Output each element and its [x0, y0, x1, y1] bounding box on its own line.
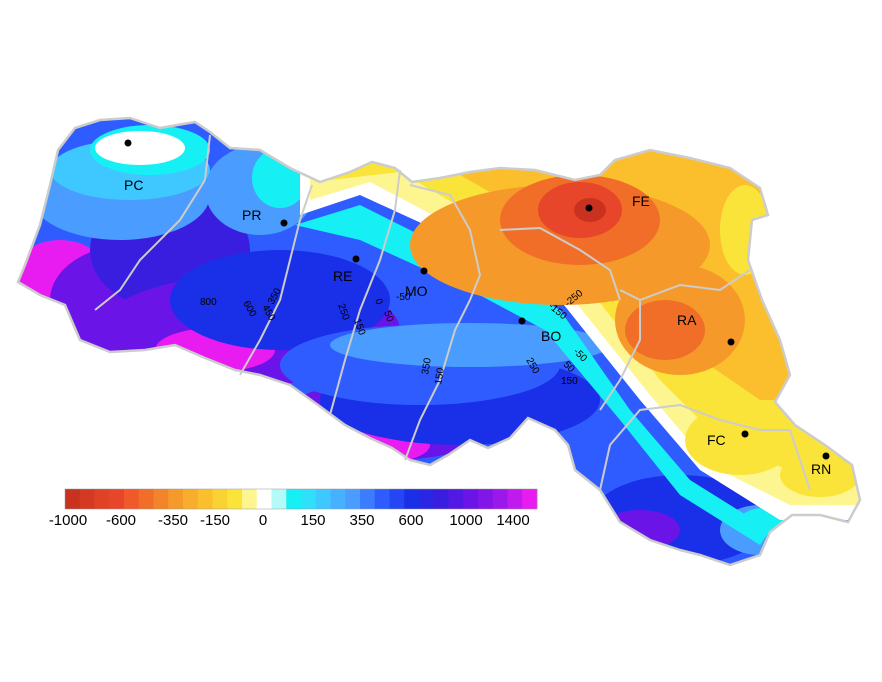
legend-swatch — [183, 489, 199, 509]
legend-tick-label: 1400 — [496, 512, 529, 529]
legend-swatch — [65, 489, 81, 509]
legend-swatch — [227, 489, 243, 509]
legend-swatch — [315, 489, 331, 509]
city-label-fe: FE — [632, 193, 650, 209]
city-marker-rn — [822, 452, 830, 460]
legend-tick-label: 600 — [398, 512, 423, 529]
contour-label: 150 — [561, 376, 578, 387]
legend-tick-label: 0 — [259, 512, 267, 529]
legend-tick-label: -350 — [158, 512, 188, 529]
city-marker-pc — [124, 139, 132, 147]
legend-frame — [64, 488, 538, 510]
city-label-pc: PC — [124, 177, 143, 193]
legend-swatch — [463, 489, 479, 509]
legend-swatch — [212, 489, 228, 509]
city-marker-pr — [280, 219, 288, 227]
legend-swatch — [419, 489, 435, 509]
legend-swatch — [256, 489, 272, 509]
city-marker-ra — [727, 338, 735, 346]
contour-label: -50 — [396, 292, 411, 303]
city-marker-bo — [518, 317, 526, 325]
contour-label: 0 — [372, 297, 384, 306]
legend-swatch — [404, 489, 420, 509]
legend-swatch — [79, 489, 95, 509]
color-legend: -1000 -600 -350 -150 0 150 350 600 1000 1400 — [49, 488, 538, 529]
cities: PC PR RE MO BO FE RA FC RN — [124, 139, 831, 477]
legend-swatch — [433, 489, 449, 509]
city-label-rn: RN — [811, 461, 831, 477]
legend-tick-label: 150 — [300, 512, 325, 529]
legend-swatch — [124, 489, 140, 509]
contour-label: 350 — [420, 357, 434, 376]
city-label-mo: MO — [405, 283, 428, 299]
legend-tick-label: 1000 — [449, 512, 482, 529]
legend-tick-label: -150 — [200, 512, 230, 529]
legend-swatch — [242, 489, 258, 509]
legend-swatch — [389, 489, 405, 509]
contour-label: 50 — [381, 309, 395, 324]
legend-swatch — [374, 489, 390, 509]
legend-swatch — [271, 489, 287, 509]
city-label-ra: RA — [677, 312, 697, 328]
legend-swatch — [492, 489, 508, 509]
legend-swatch — [168, 489, 184, 509]
legend-swatch — [478, 489, 494, 509]
legend-tick-label: -1000 — [49, 512, 87, 529]
legend-swatch — [522, 489, 538, 509]
legend-swatch — [197, 489, 213, 509]
legend-swatch — [330, 489, 346, 509]
legend-tick-label: -600 — [106, 512, 136, 529]
legend-swatch — [345, 489, 361, 509]
legend-swatch — [138, 489, 154, 509]
contour-label: 150 — [433, 367, 447, 386]
legend-swatch — [360, 489, 376, 509]
city-marker-fe — [585, 204, 593, 212]
city-marker-fc — [741, 430, 749, 438]
legend-swatch — [94, 489, 110, 509]
legend-swatch — [109, 489, 125, 509]
legend-swatch — [448, 489, 464, 509]
legend-swatch — [507, 489, 523, 509]
legend-swatch — [153, 489, 169, 509]
province-borders — [94, 134, 811, 491]
contour-label: 800 — [200, 297, 217, 308]
legend-tick-label: 350 — [349, 512, 374, 529]
city-label-pr: PR — [242, 207, 261, 223]
legend-swatch — [301, 489, 317, 509]
city-label-bo: BO — [541, 328, 561, 344]
city-marker-mo — [420, 267, 428, 275]
city-label-fc: FC — [707, 432, 726, 448]
legend-swatch — [286, 489, 302, 509]
city-label-re: RE — [333, 268, 352, 284]
city-marker-re — [352, 255, 360, 263]
